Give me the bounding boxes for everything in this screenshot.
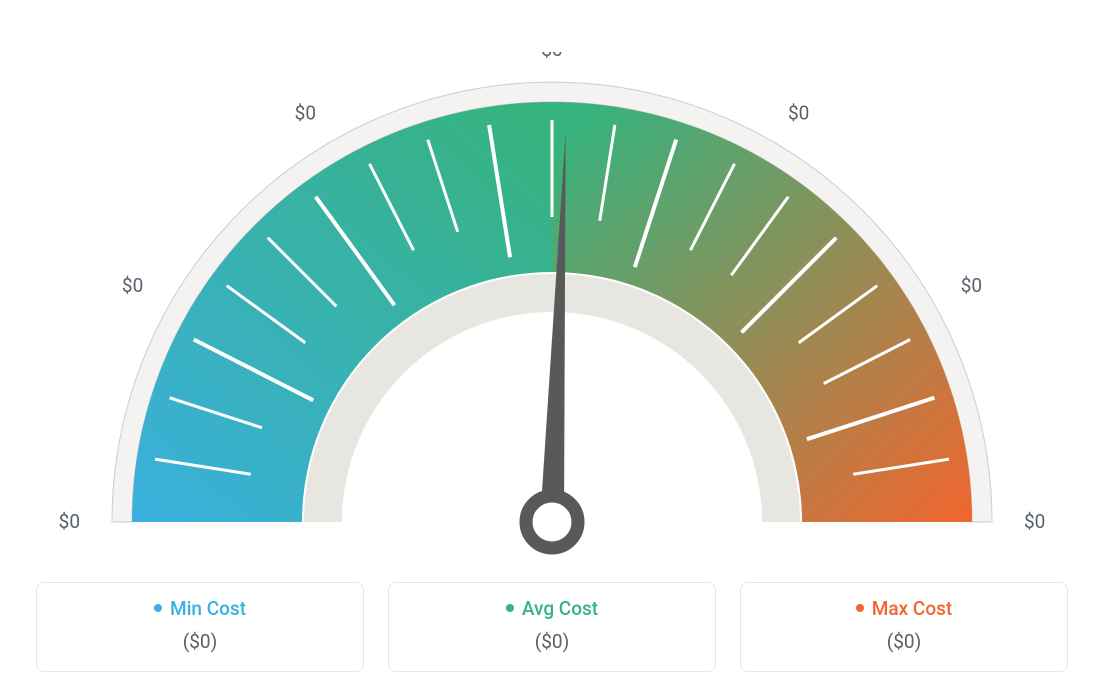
- legend-card-value: ($0): [751, 630, 1057, 653]
- legend-card-title: Min Cost: [47, 597, 353, 620]
- gauge-chart-container: $0$0$0$0$0$0$0 Min Cost($0)Avg Cost($0)M…: [0, 0, 1104, 690]
- gauge-tick-label: $0: [961, 274, 982, 297]
- legend-row: Min Cost ($0) Avg Cost ($0) Max Cost ($0): [0, 582, 1104, 672]
- gauge-area: $0 $0 $0 $0 $0 $0 $0: [0, 0, 1104, 560]
- legend-card: Avg Cost ($0): [388, 582, 716, 672]
- gauge-svg: $0 $0 $0 $0 $0 $0 $0: [22, 52, 1082, 622]
- legend-card-label: Max Cost: [872, 597, 952, 620]
- gauge-tick-label: $0: [541, 52, 562, 61]
- legend-card-value: ($0): [399, 630, 705, 653]
- legend-dot-icon: [154, 604, 162, 612]
- legend-dot-icon: [506, 604, 514, 612]
- gauge-tick-label: $0: [788, 101, 809, 124]
- legend-card-title: Max Cost: [751, 597, 1057, 620]
- gauge-tick-label: $0: [59, 510, 80, 533]
- legend-card: Min Cost ($0): [36, 582, 364, 672]
- gauge-tick-label: $0: [295, 101, 316, 124]
- legend-card: Max Cost ($0): [740, 582, 1068, 672]
- legend-dot-icon: [856, 604, 864, 612]
- legend-card-value: ($0): [47, 630, 353, 653]
- legend-card-title: Avg Cost: [399, 597, 705, 620]
- gauge-needle-hub: [526, 496, 578, 548]
- gauge-tick-label: $0: [122, 274, 143, 297]
- legend-card-label: Avg Cost: [522, 597, 598, 620]
- legend-card-label: Min Cost: [170, 597, 246, 620]
- gauge-tick-label: $0: [1024, 510, 1045, 533]
